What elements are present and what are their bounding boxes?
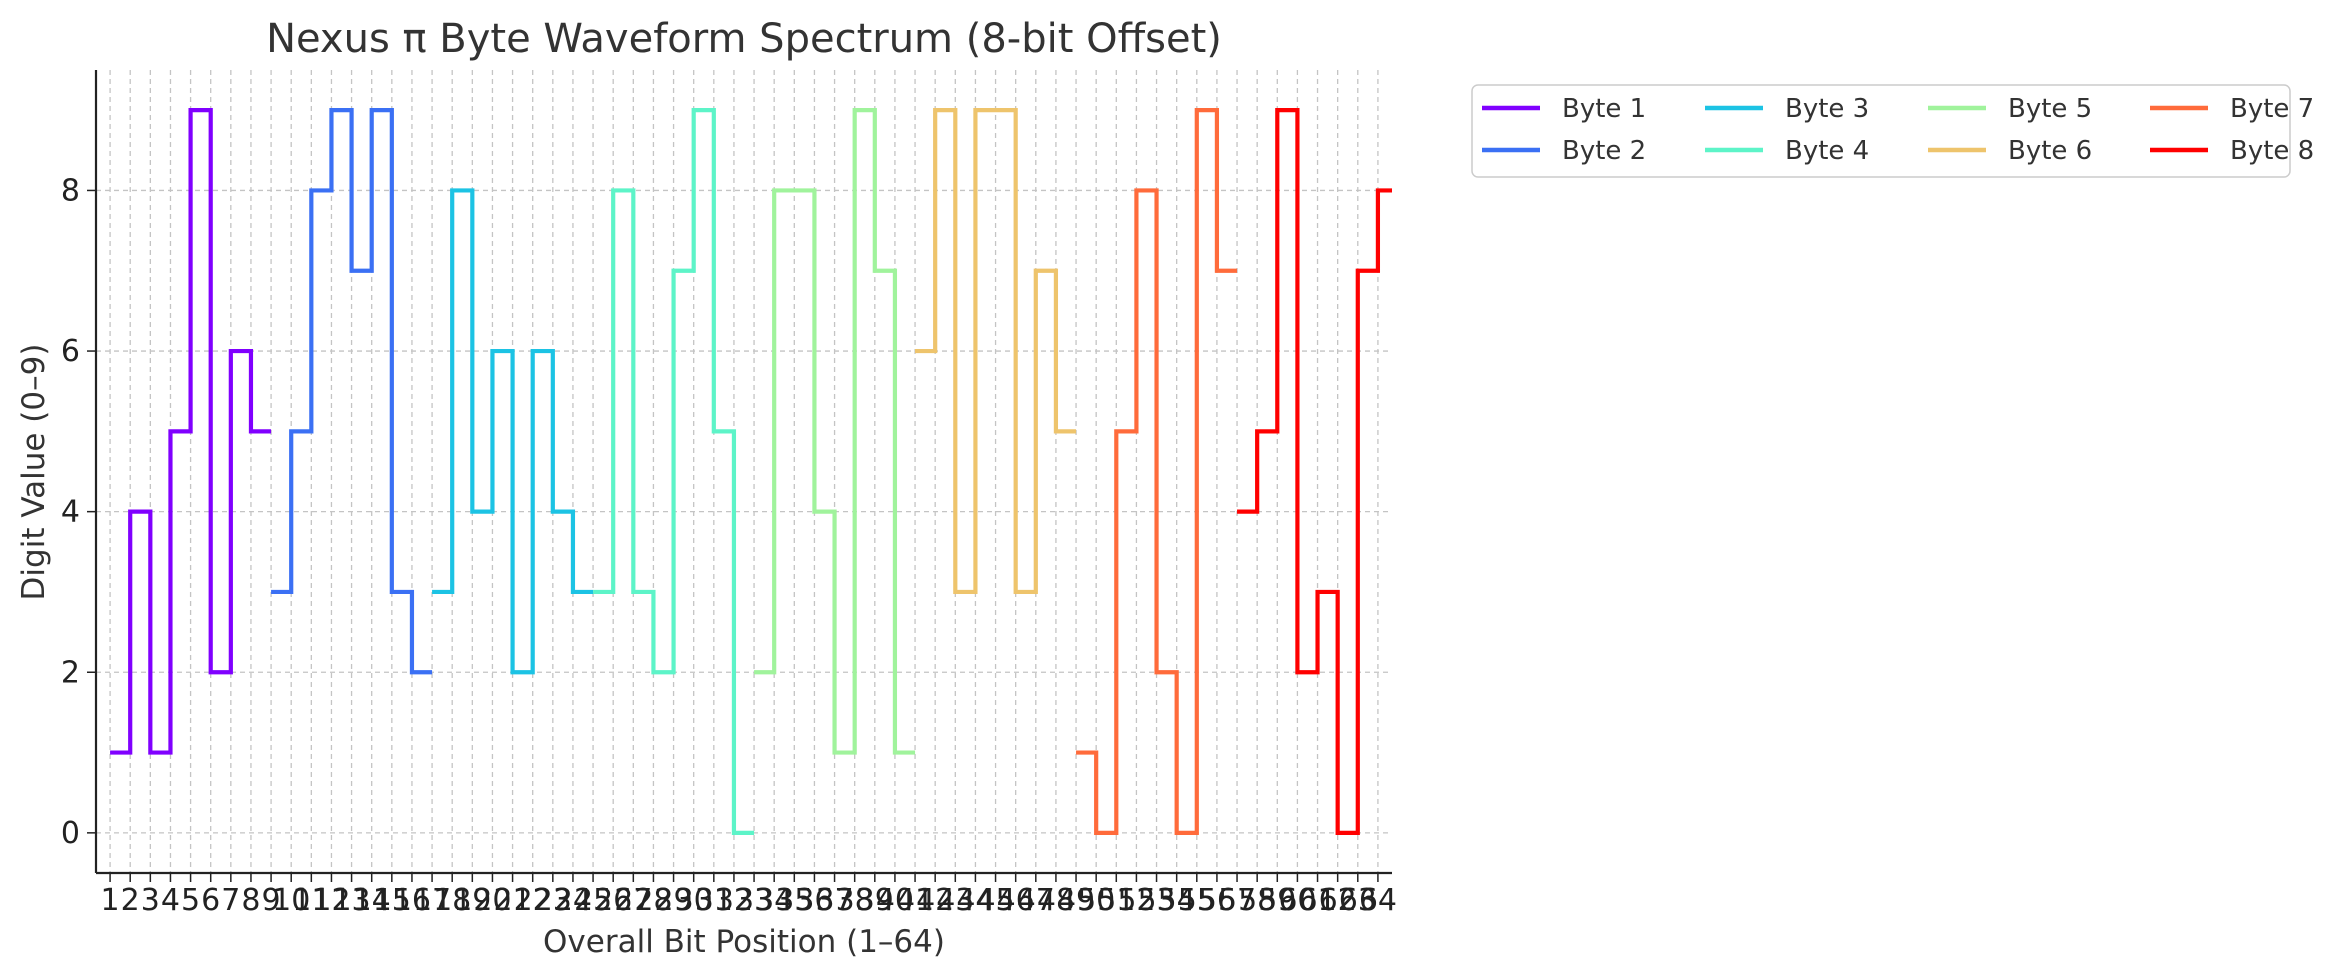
x-tick-label: 55 — [1178, 883, 1216, 918]
series-lines — [110, 108, 1392, 835]
x-tick-label: 21 — [493, 883, 531, 918]
legend-label-byte-4: Byte 4 — [1785, 136, 1869, 166]
x-tick-label: 3 — [141, 883, 160, 918]
x-tick-label: 47 — [1017, 883, 1055, 918]
x-tick-label: 37 — [815, 883, 853, 918]
x-tick-label: 32 — [715, 883, 753, 918]
x-tick-label: 62 — [1319, 883, 1357, 918]
x-tick-label: 8 — [241, 883, 260, 918]
x-tick-label: 49 — [1057, 883, 1095, 918]
x-tick-label: 19 — [453, 883, 491, 918]
x-tick-label: 41 — [896, 883, 934, 918]
x-tick-label: 18 — [433, 883, 471, 918]
y-axis-label: Digit Value (0–9) — [16, 344, 52, 601]
chart-title: Nexus π Byte Waveform Spectrum (8-bit Of… — [266, 16, 1222, 62]
x-tick-label: 16 — [393, 883, 431, 918]
x-tick-label: 40 — [876, 883, 914, 918]
x-tick-label: 30 — [675, 883, 713, 918]
x-tick-label: 6 — [201, 883, 220, 918]
x-tick-label: 25 — [574, 883, 612, 918]
series-line-byte-6 — [915, 108, 1077, 595]
x-tick-label: 54 — [1158, 883, 1196, 918]
x-tick-label: 23 — [534, 883, 572, 918]
x-axis-label: Overall Bit Position (1–64) — [543, 924, 945, 960]
x-tick-label: 11 — [292, 883, 330, 918]
x-tick-label: 20 — [473, 883, 511, 918]
x-tick-label: 29 — [654, 883, 692, 918]
x-tick-label: 48 — [1037, 883, 1075, 918]
x-tick-label: 17 — [413, 883, 451, 918]
x-tick-label: 43 — [936, 883, 974, 918]
x-tick-label: 39 — [856, 883, 894, 918]
x-tick-label: 50 — [1077, 883, 1115, 918]
x-tick-label: 64 — [1359, 883, 1397, 918]
x-tick-label: 24 — [554, 883, 592, 918]
x-tick-label: 63 — [1339, 883, 1377, 918]
x-tick-label: 53 — [1137, 883, 1175, 918]
legend-label-byte-7: Byte 7 — [2230, 94, 2314, 124]
x-tick-label: 13 — [332, 883, 370, 918]
x-tick-label: 26 — [594, 883, 632, 918]
x-tick-label: 10 — [272, 883, 310, 918]
series-line-byte-1 — [110, 108, 272, 755]
series-line-byte-4 — [593, 108, 755, 835]
legend-label-byte-2: Byte 2 — [1562, 136, 1646, 166]
x-tick-label: 34 — [755, 883, 793, 918]
x-tick-label: 4 — [161, 883, 180, 918]
series-line-byte-7 — [1076, 108, 1238, 835]
x-tick-label: 42 — [916, 883, 954, 918]
y-tick-label: 6 — [61, 334, 80, 369]
y-tick-label: 4 — [61, 495, 80, 530]
legend-label-byte-6: Byte 6 — [2008, 136, 2092, 166]
y-tick-label: 8 — [61, 173, 80, 208]
x-tick-label: 61 — [1298, 883, 1336, 918]
x-tick-label: 56 — [1198, 883, 1236, 918]
x-tick-label: 36 — [795, 883, 833, 918]
x-tick-label: 14 — [353, 883, 391, 918]
x-tick-label: 35 — [775, 883, 813, 918]
x-tick-label: 2 — [121, 883, 140, 918]
x-tick-labels: 1 2 3 4 5 6 7 8 91011121314151617181920212223242… — [101, 883, 1397, 918]
legend-label-byte-3: Byte 3 — [1785, 94, 1869, 124]
x-tick-label: 33 — [735, 883, 773, 918]
series-line-byte-5 — [754, 108, 916, 755]
legend-label-byte-5: Byte 5 — [2008, 94, 2092, 124]
x-tick-label: 28 — [634, 883, 672, 918]
x-tick-label: 31 — [695, 883, 733, 918]
x-tick-label: 38 — [836, 883, 874, 918]
x-tick-label: 7 — [221, 883, 240, 918]
x-tick-label: 27 — [614, 883, 652, 918]
x-tick-label: 52 — [1117, 883, 1155, 918]
x-tick-label: 1 — [101, 883, 120, 918]
x-tick-label: 12 — [312, 883, 350, 918]
x-tick-label: 46 — [997, 883, 1035, 918]
x-tick-label: 22 — [514, 883, 552, 918]
series-line-byte-8 — [1237, 108, 1392, 835]
legend-label-byte-1: Byte 1 — [1562, 94, 1646, 124]
x-tick-label: 59 — [1258, 883, 1296, 918]
y-tick-labels: 0 2 4 6 8 — [61, 173, 80, 850]
x-tick-label: 60 — [1278, 883, 1316, 918]
y-tick-label: 2 — [61, 655, 80, 690]
legend: Byte 1 Byte 2 Byte 3 Byte 4 Byte 5 Byte 6 Byte… — [1471, 84, 2314, 178]
y-tick-label: 0 — [61, 816, 80, 851]
x-tick-label: 44 — [956, 883, 994, 918]
x-tick-label: 15 — [373, 883, 411, 918]
x-tick-label: 5 — [181, 883, 200, 918]
legend-label-byte-8: Byte 8 — [2230, 136, 2314, 166]
x-tick-label: 9 — [262, 883, 281, 918]
x-tick-label: 58 — [1238, 883, 1276, 918]
legend-frame — [1471, 84, 2291, 178]
x-tick-label: 51 — [1097, 883, 1135, 918]
series-line-byte-2 — [271, 108, 433, 675]
x-tick-label: 45 — [976, 883, 1014, 918]
x-tick-label: 57 — [1218, 883, 1256, 918]
axes — [87, 70, 1392, 882]
series-line-byte-3 — [432, 188, 594, 675]
